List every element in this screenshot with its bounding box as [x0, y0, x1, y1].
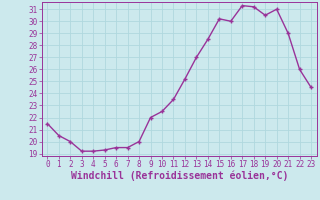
X-axis label: Windchill (Refroidissement éolien,°C): Windchill (Refroidissement éolien,°C) — [70, 171, 288, 181]
